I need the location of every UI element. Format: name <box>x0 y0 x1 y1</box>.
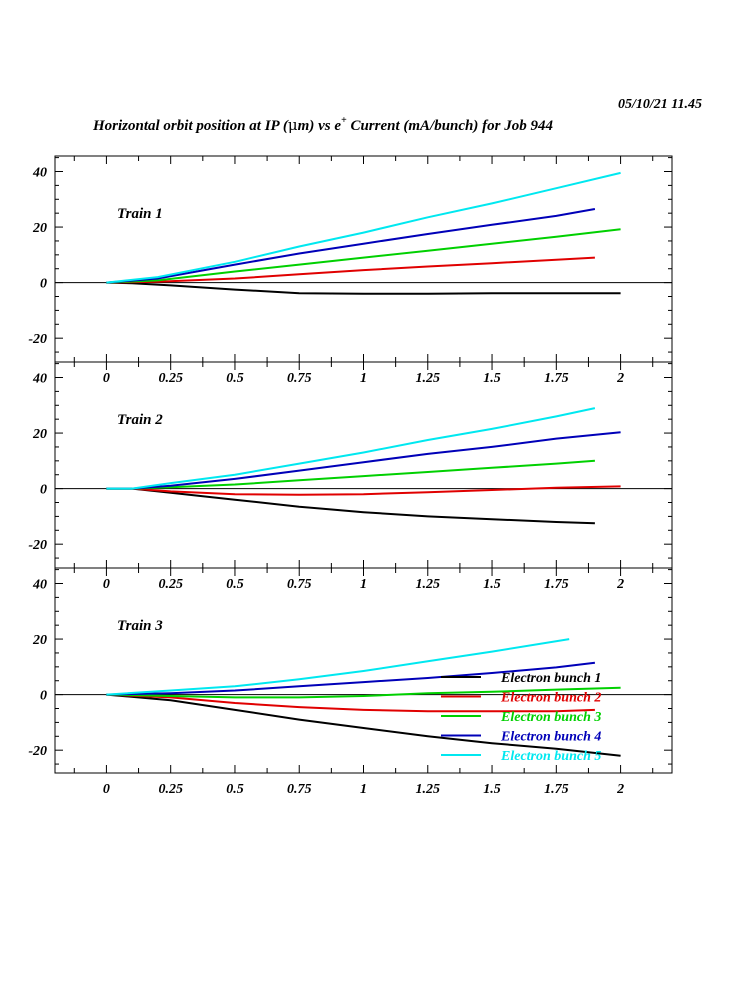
series-line-electron-bunch-4 <box>106 208 596 284</box>
y-tick-label: 0 <box>40 689 47 704</box>
x-tick-label: 1.25 <box>416 782 441 797</box>
y-tick-label: 0 <box>40 483 47 498</box>
y-tick-label: -20 <box>28 744 47 759</box>
y-tick-label: 20 <box>32 633 47 648</box>
legend-label: Electron bunch 1 <box>500 671 601 686</box>
x-tick-label: 0.25 <box>158 577 183 592</box>
x-tick-label: 0.25 <box>158 782 183 797</box>
series-line-electron-bunch-1 <box>106 281 621 295</box>
x-tick-label: 0.75 <box>287 371 312 386</box>
panel-label: Train 3 <box>117 618 163 634</box>
x-tick-label: 2 <box>616 782 624 797</box>
x-tick-label: 0 <box>103 782 110 797</box>
x-tick-label: 1.5 <box>483 371 501 386</box>
x-tick-label: 0.5 <box>226 782 244 797</box>
x-tick-label: 0.75 <box>287 782 312 797</box>
series-line-electron-bunch-1 <box>106 693 621 757</box>
series-line-electron-bunch-2 <box>106 485 621 496</box>
panel-label: Train 2 <box>117 412 163 428</box>
x-tick-label: 1.5 <box>483 577 501 592</box>
x-tick-label: 0.5 <box>226 577 244 592</box>
x-tick-label: 1.75 <box>544 371 569 386</box>
legend: Electron bunch 1 Electron bunch 2 Electron… <box>441 671 601 764</box>
y-tick-label: 40 <box>32 166 47 181</box>
legend-label: Electron bunch 4 <box>500 730 601 745</box>
legend-label: Electron bunch 5 <box>500 749 601 764</box>
panel-label: Train 1 <box>117 206 163 222</box>
x-tick-label: 1.75 <box>544 782 569 797</box>
series-line-electron-bunch-2 <box>106 693 595 713</box>
y-tick-label: -20 <box>28 538 47 553</box>
x-tick-label: 0.75 <box>287 577 312 592</box>
x-tick-label: 1.25 <box>416 371 441 386</box>
series-line-electron-bunch-5 <box>106 171 621 284</box>
x-tick-label: 0.25 <box>158 371 183 386</box>
x-tick-label: 1 <box>360 782 367 797</box>
x-tick-label: 1.5 <box>483 782 501 797</box>
plot-frame <box>54 361 673 569</box>
y-tick-label: -20 <box>28 332 47 347</box>
y-tick-label: 20 <box>32 427 47 442</box>
timestamp: 05/10/21 11.45 <box>618 97 702 112</box>
x-tick-label: 2 <box>616 371 624 386</box>
series-line-electron-bunch-3 <box>106 686 621 699</box>
series-line-electron-bunch-3 <box>106 228 621 284</box>
x-tick-label: 0 <box>103 577 110 592</box>
x-tick-label: 0.5 <box>226 371 244 386</box>
y-tick-label: 40 <box>32 578 47 593</box>
series-line-electron-bunch-2 <box>106 256 595 284</box>
x-tick-label: 1.75 <box>544 577 569 592</box>
y-tick-label: 20 <box>32 221 47 236</box>
series-line-electron-bunch-4 <box>106 431 621 490</box>
x-tick-label: 1.25 <box>416 577 441 592</box>
legend-label: Electron bunch 3 <box>500 710 601 725</box>
series-line-electron-bunch-5 <box>106 638 570 696</box>
series-line-electron-bunch-5 <box>106 407 596 490</box>
chart-title: Horizontal orbit position at IP (μm) vs … <box>92 115 553 134</box>
y-tick-label: 0 <box>40 277 47 292</box>
chart-panel-1: -20 0 20 40 0 0.25 0.5 0.75 1 1.25 1.5 1.75 2 Train 1 <box>28 155 673 386</box>
x-tick-label: 2 <box>616 577 624 592</box>
x-tick-label: 0 <box>103 371 110 386</box>
x-tick-label: 1 <box>360 577 367 592</box>
x-tick-label: 1 <box>360 371 367 386</box>
y-tick-label: 40 <box>32 372 47 387</box>
legend-label: Electron bunch 2 <box>500 691 601 706</box>
series-line-electron-bunch-4 <box>106 661 596 696</box>
